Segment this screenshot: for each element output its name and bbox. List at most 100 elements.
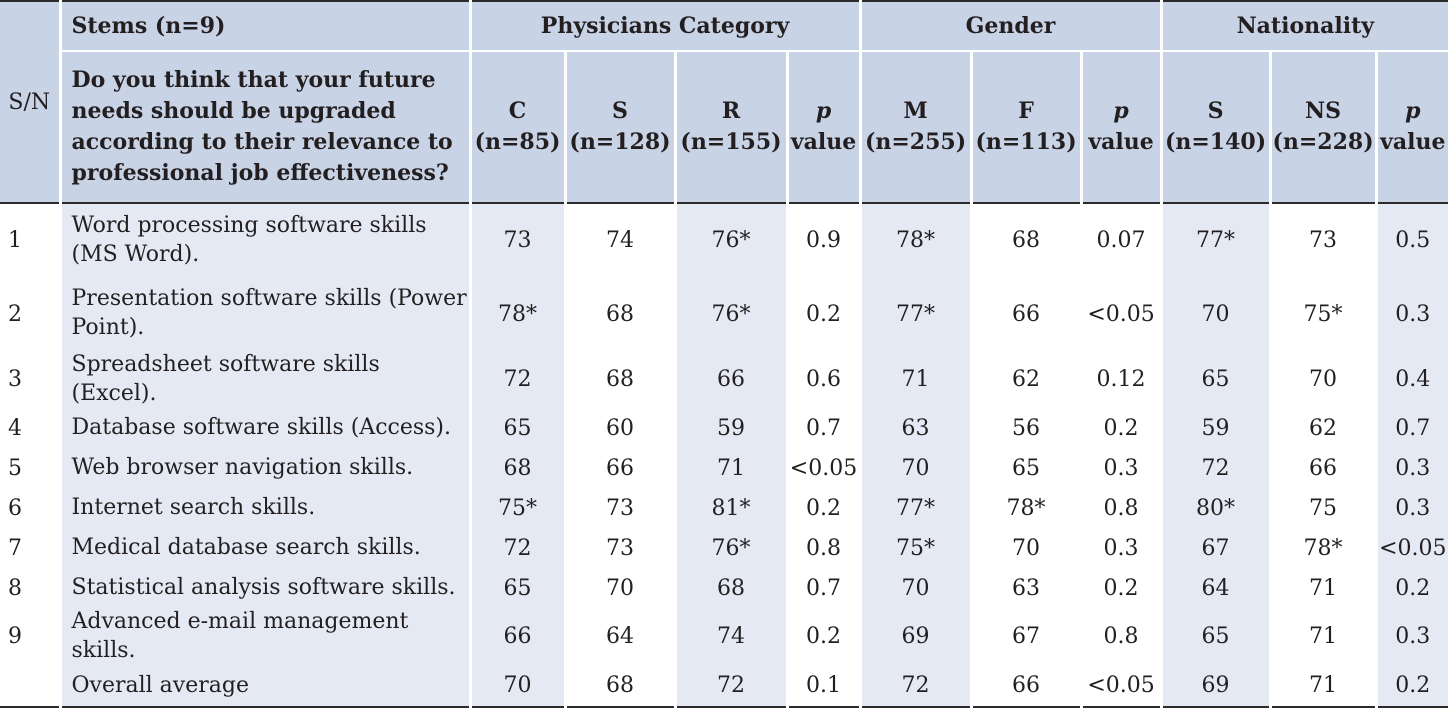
column-header: S (n=140): [1159, 51, 1271, 203]
column-count: (n=113): [975, 129, 1077, 155]
column-code: p: [815, 98, 832, 125]
value-cell: 73: [1268, 203, 1377, 277]
value-cell: 72: [468, 351, 565, 409]
value-cell: 73: [468, 203, 565, 277]
table-row: 8 Statistical analysis software skills. 65…: [0, 568, 1448, 609]
value-cell: 68: [563, 351, 675, 409]
value-cell: 74: [673, 608, 787, 666]
value-cell: 68: [468, 448, 565, 489]
value-cell: 75*: [1268, 277, 1377, 351]
value-cell: 66: [969, 665, 1082, 708]
value-cell: 66: [468, 608, 565, 666]
value-cell: 66: [563, 448, 675, 489]
value-cell: 0.5: [1374, 203, 1448, 277]
value-cell: 78*: [468, 277, 565, 351]
column-count: value: [1380, 129, 1446, 155]
column-header: F (n=113): [969, 51, 1082, 203]
value-cell: 66: [673, 351, 787, 409]
value-cell: 63: [858, 408, 972, 449]
value-cell: 69: [1159, 665, 1271, 708]
table-row: 3 Spreadsheet software skills (Excel). 72 6…: [0, 351, 1448, 409]
column-header: S (n=128): [563, 51, 675, 203]
value-cell: 0.3: [1374, 608, 1448, 666]
value-cell: 66: [969, 277, 1082, 351]
column-code: M: [903, 98, 928, 125]
value-cell: <0.05: [1374, 528, 1448, 569]
value-cell: 68: [563, 665, 675, 708]
value-cell: 70: [1159, 277, 1271, 351]
value-cell: 62: [1268, 408, 1377, 449]
value-cell: 0.3: [1374, 277, 1448, 351]
row-stem: Word processing software skills (MS Word…: [58, 203, 470, 277]
column-count: (n=140): [1164, 129, 1267, 155]
value-cell: 77*: [1159, 203, 1271, 277]
value-cell: 0.8: [1079, 608, 1162, 666]
value-cell: 0.7: [785, 568, 861, 609]
value-cell: 0.2: [1374, 568, 1448, 609]
value-cell: 67: [1159, 528, 1271, 569]
column-code: NS: [1305, 98, 1342, 125]
value-cell: 65: [1159, 608, 1271, 666]
column-code: R: [721, 98, 741, 125]
column-header: C (n=85): [468, 51, 565, 203]
value-cell: 65: [468, 408, 565, 449]
row-number: 2: [0, 277, 60, 351]
value-cell: 81*: [673, 488, 787, 529]
group-nationality: Nationality: [1159, 0, 1448, 51]
value-cell: 75*: [468, 488, 565, 529]
column-header: p value: [785, 51, 861, 203]
value-cell: 0.1: [785, 665, 861, 708]
value-cell: 71: [1268, 568, 1377, 609]
column-count: (n=85): [474, 129, 561, 155]
value-cell: 62: [969, 351, 1082, 409]
column-count: (n=128): [569, 129, 671, 155]
value-cell: 70: [858, 448, 972, 489]
value-cell: 72: [673, 665, 787, 708]
value-cell: <0.05: [1079, 277, 1162, 351]
value-cell: 59: [673, 408, 787, 449]
value-cell: 74: [563, 203, 675, 277]
value-cell: 0.3: [1374, 488, 1448, 529]
row-number: 8: [0, 568, 60, 609]
column-count: (n=255): [864, 129, 967, 155]
row-stem: Internet search skills.: [58, 488, 470, 529]
column-header: NS (n=228): [1268, 51, 1377, 203]
value-cell: 0.7: [1374, 408, 1448, 449]
value-cell: 67: [969, 608, 1082, 666]
value-cell: 0.6: [785, 351, 861, 409]
value-cell: <0.05: [1079, 665, 1162, 708]
group-gender: Gender: [858, 0, 1162, 51]
value-cell: 60: [563, 408, 675, 449]
value-cell: 70: [563, 568, 675, 609]
row-number: 9: [0, 608, 60, 666]
value-cell: 66: [1268, 448, 1377, 489]
row-number: 7: [0, 528, 60, 569]
column-count: (n=228): [1272, 129, 1374, 155]
row-number: 5: [0, 448, 60, 489]
column-code: S: [612, 98, 628, 125]
table-row: 9 Advanced e-mail management skills. 66 64 7…: [0, 608, 1448, 666]
value-cell: 0.2: [1374, 665, 1448, 708]
sn-header: S/N: [0, 0, 60, 204]
table-row: 2 Presentation software skills (Power Poi…: [0, 277, 1448, 351]
value-cell: 0.2: [785, 608, 861, 666]
row-stem: Database software skills (Access).: [58, 408, 470, 449]
value-cell: 72: [468, 528, 565, 569]
value-cell: 0.2: [785, 277, 861, 351]
column-header: R (n=155): [673, 51, 787, 203]
value-cell: 0.4: [1374, 351, 1448, 409]
value-cell: 76*: [673, 528, 787, 569]
value-cell: 59: [1159, 408, 1271, 449]
table-row: Overall average 70 68 72 0.1 72 66 <0.05 69 71 0.2: [0, 665, 1448, 708]
value-cell: 76*: [673, 203, 787, 277]
value-cell: 0.8: [785, 528, 861, 569]
value-cell: <0.05: [785, 448, 861, 489]
value-cell: 71: [673, 448, 787, 489]
column-code: S: [1207, 98, 1224, 125]
value-cell: 0.2: [1079, 568, 1162, 609]
column-header: p value: [1079, 51, 1162, 203]
value-cell: 56: [969, 408, 1082, 449]
value-cell: 65: [969, 448, 1082, 489]
value-cell: 78*: [858, 203, 972, 277]
value-cell: 71: [858, 351, 972, 409]
